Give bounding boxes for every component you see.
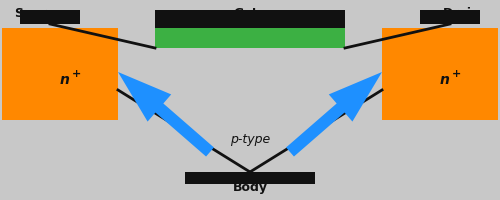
Bar xyxy=(185,172,315,184)
Text: Gate: Gate xyxy=(234,7,266,20)
Text: p-type: p-type xyxy=(230,134,270,146)
Text: n: n xyxy=(60,73,70,87)
Bar xyxy=(382,28,498,120)
Text: n: n xyxy=(440,73,450,87)
Bar xyxy=(420,10,480,24)
Polygon shape xyxy=(118,72,214,157)
Bar xyxy=(20,10,80,24)
Bar xyxy=(155,28,345,48)
Text: Source: Source xyxy=(14,7,62,20)
Text: +: + xyxy=(452,69,461,79)
Polygon shape xyxy=(286,72,382,157)
Text: +: + xyxy=(72,69,81,79)
Bar xyxy=(2,28,118,120)
Text: Drain: Drain xyxy=(443,7,481,20)
Bar xyxy=(155,10,345,28)
Text: Body: Body xyxy=(232,181,268,194)
